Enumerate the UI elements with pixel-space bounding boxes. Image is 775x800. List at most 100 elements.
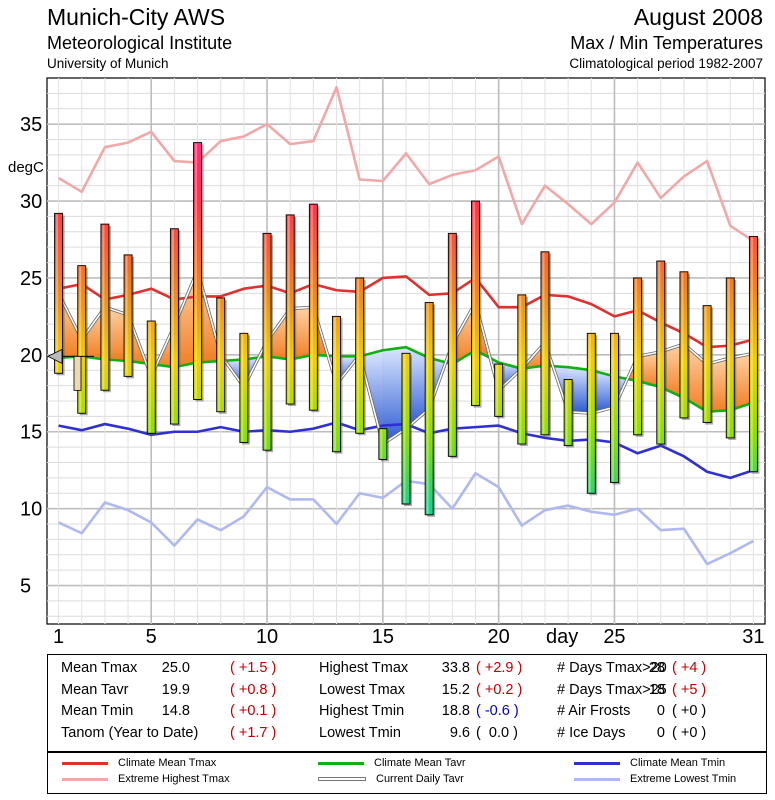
temperature-bar <box>77 265 87 414</box>
legend-label: Climate Mean Tmax <box>118 757 217 769</box>
legend-item: Current Daily Tavr <box>318 773 464 785</box>
bar-highlight <box>56 214 59 373</box>
stat-label: Highest Tmax <box>319 660 409 676</box>
climate-period: Climatological period 1982-2007 <box>569 56 763 71</box>
bar-highlight <box>681 272 684 417</box>
stat-anomaly: ( +0 ) <box>672 724 707 741</box>
legend-label: Climate Mean Tmin <box>630 757 726 769</box>
bar-highlight <box>357 278 360 433</box>
legend-item: Climate Mean Tmin <box>574 757 725 769</box>
temperature-bar <box>378 428 388 460</box>
y-tick-label: 30 <box>20 191 42 213</box>
stat-label: # Air Frosts <box>557 703 631 719</box>
temperature-bar <box>517 294 527 445</box>
x-tick-label: 31 <box>742 626 764 648</box>
legend-label: Extreme Lowest Tmin <box>630 773 737 785</box>
stat-label: # Days Tmax>25 <box>557 681 667 698</box>
temperature-bar <box>656 260 666 445</box>
bar-highlight <box>195 143 198 399</box>
stat-anomaly: ( +0.2 ) <box>476 681 523 698</box>
stat-label: # Days Tmax>20 <box>557 660 667 676</box>
station-title: Munich-City AWS <box>47 4 226 30</box>
bar-highlight <box>449 234 452 456</box>
temperature-bar <box>725 277 735 439</box>
temperature-bar <box>494 363 504 417</box>
temperature-bar <box>679 271 689 419</box>
bar-highlight <box>611 334 614 482</box>
stats-table: Mean Tmax 25.0 ( +1.5 ) Mean Tavr 19.9 ( +0.8… <box>47 654 767 752</box>
stat-anomaly: ( +1.5 ) <box>230 660 277 676</box>
stat-value: 18.8 <box>441 703 470 719</box>
stat-value: 14.8 <box>161 703 190 719</box>
bar-highlight <box>125 255 128 376</box>
stat-anomaly: ( +4 ) <box>672 660 707 676</box>
stat-label: # Ice Days <box>557 724 626 741</box>
bar-highlight <box>658 262 661 444</box>
bar-highlight <box>241 334 244 442</box>
legend-swatch <box>62 777 108 781</box>
stat-value: 33.8 <box>441 660 470 676</box>
legend-swatch <box>318 761 364 765</box>
bar-highlight <box>426 303 429 514</box>
temperature-bar <box>123 254 133 377</box>
bar-highlight <box>287 215 290 404</box>
bar-highlight <box>310 205 313 410</box>
legend-item: Climate Mean Tavr <box>318 757 466 769</box>
university-title: University of Munich <box>47 56 169 71</box>
stat-value: 28 <box>648 660 665 676</box>
temperature-bar <box>424 302 434 516</box>
stat-value: 25.0 <box>161 660 190 676</box>
x-tick-label: 15 <box>372 626 394 648</box>
temperature-bar <box>285 214 295 405</box>
temperature-bar <box>633 277 643 436</box>
temperature-bars <box>54 142 760 517</box>
temperature-bar <box>332 315 341 453</box>
y-tick-label: 25 <box>20 268 42 290</box>
legend: Climate Mean Tmax Climate Mean Tavr Climat… <box>47 752 767 794</box>
bar-highlight <box>472 202 475 405</box>
bar-highlight <box>519 295 522 444</box>
legend-swatch <box>318 777 366 782</box>
stat-value: 15.2 <box>441 681 470 698</box>
temperature-bar <box>563 379 573 447</box>
bar-highlight <box>403 354 406 504</box>
temperature-bar <box>355 277 365 434</box>
extreme-highest-tmax-line <box>57 85 755 243</box>
bar-highlight <box>588 334 591 493</box>
bar-highlight <box>704 306 707 422</box>
bar-highlight <box>171 229 174 424</box>
legend-swatch <box>574 777 620 781</box>
bar-highlight <box>380 429 383 459</box>
bar-highlight <box>148 322 151 433</box>
tanom-bar <box>73 355 82 391</box>
bar-highlight <box>727 278 730 437</box>
temperature-bar <box>540 251 550 436</box>
stat-label: Highest Tmin <box>319 703 405 719</box>
bar-highlight <box>102 225 105 390</box>
chart-subtitle: Max / Min Temperatures <box>570 33 763 53</box>
stat-anomaly: ( -0.6 ) <box>476 703 519 719</box>
legend-item: Climate Mean Tmax <box>62 757 216 769</box>
y-tick-label: 20 <box>20 345 42 367</box>
temperature-bar <box>262 232 272 451</box>
bar-highlight <box>264 234 267 450</box>
x-tick-label: 20 <box>488 626 510 648</box>
stat-label: Mean Tmin <box>61 703 134 719</box>
legend-swatch <box>574 761 620 765</box>
tanom-marker <box>47 348 94 391</box>
month-title: August 2008 <box>633 4 763 30</box>
cold-anomaly-area <box>382 347 406 445</box>
stat-value: 0 <box>656 703 665 719</box>
stat-anomaly: ( +0 ) <box>672 703 707 719</box>
stat-anomaly: ( +0.1 ) <box>230 703 277 719</box>
legend-item: Extreme Lowest Tmin <box>574 773 736 785</box>
bar-highlight <box>496 365 499 416</box>
temperature-bar <box>169 228 179 425</box>
legend-label: Current Daily Tavr <box>376 773 464 785</box>
stat-anomaly: ( +5 ) <box>672 681 707 698</box>
stat-anomaly: ( +1.7 ) <box>230 724 277 741</box>
temperature-bar <box>100 223 110 391</box>
stat-anomaly: ( +0.8 ) <box>230 681 277 698</box>
stat-label: Lowest Tmin <box>319 724 401 741</box>
